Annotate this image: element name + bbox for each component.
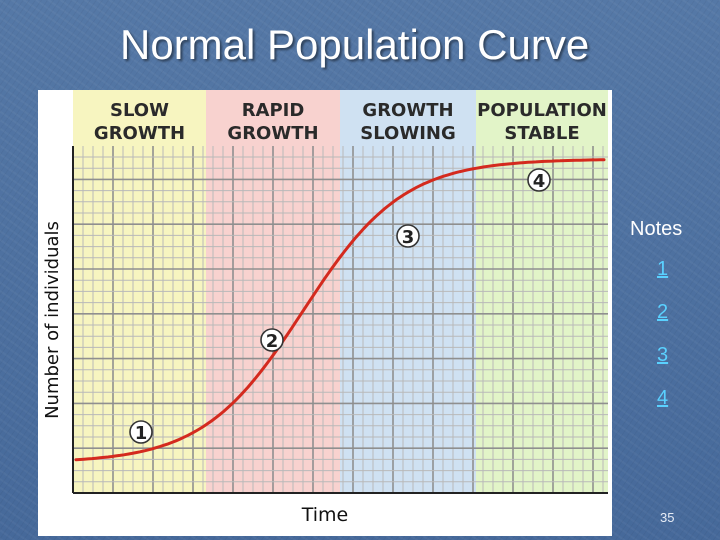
marker-2-label: 2: [266, 331, 279, 352]
phase-label-1-line2: GROWTH: [94, 123, 185, 144]
phase-label-2-line2: GROWTH: [227, 123, 318, 144]
population-curve: [74, 158, 606, 462]
notes-heading: Notes: [630, 218, 683, 240]
phase-label-2-line1: RAPID: [242, 100, 305, 121]
marker-1-label: 1: [135, 423, 148, 444]
y-axis-label: Number of individuals: [42, 221, 63, 419]
notes-link-1[interactable]: 1: [657, 258, 669, 280]
population-curve-chart: SLOWGROWTHRAPIDGROWTHGROWTHSLOWINGPOPULA…: [42, 90, 608, 526]
notes-link-4[interactable]: 4: [657, 387, 669, 409]
marker-4-label: 4: [533, 171, 546, 192]
phase-label-3-line1: GROWTH: [362, 100, 453, 121]
page-number: 35: [660, 510, 675, 525]
marker-3-label: 3: [402, 227, 415, 248]
slide-title: Normal Population Curve: [120, 21, 590, 68]
notes-panel: Notes 1 2 3 4: [630, 218, 710, 429]
marker-4-circle: [527, 168, 551, 192]
marker-1-circle: [129, 420, 153, 444]
phase-label-3-line2: SLOWING: [360, 123, 455, 144]
notes-link-3[interactable]: 3: [657, 344, 669, 366]
marker-3-circle: [396, 224, 420, 248]
phase-label-4-line2: STABLE: [504, 123, 579, 144]
phase-label-1-line1: SLOW: [110, 100, 169, 121]
phase-label-4-line1: POPULATION: [477, 100, 607, 121]
notes-link-2[interactable]: 2: [657, 301, 669, 323]
population-curve-figure: SLOW GROWTH RAPID GROWTH GROWTH SLOWING POPULA…: [38, 90, 612, 536]
marker-2-circle: [260, 328, 284, 352]
x-axis-label: Time: [301, 504, 349, 526]
